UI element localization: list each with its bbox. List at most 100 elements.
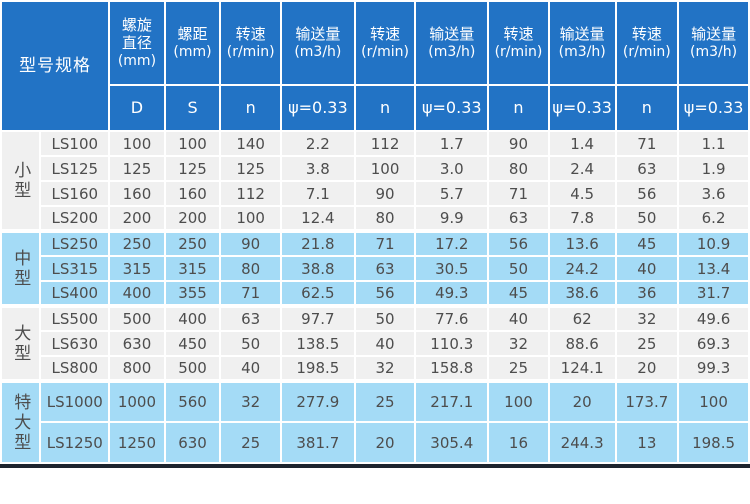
value-cell-speed-4: 71: [614, 130, 680, 157]
column-title: 转速: [370, 24, 401, 43]
table-row: 特大型 LS1000 1000 560 32 277.9 25 217.1 100 20 173.7…: [0, 379, 750, 464]
column-title-line2: 直径: [121, 34, 152, 53]
value-cell-capacity-4: 1.1: [677, 130, 750, 157]
value-cell-screw-diameter: 315: [108, 255, 166, 282]
value-cell-speed-4: 63: [614, 155, 680, 182]
value-cell-speed-2: 80: [353, 205, 417, 232]
column-title: 转速: [631, 24, 662, 43]
value-cell-capacity-1: 277.9: [279, 379, 356, 423]
value-cell-screw-diameter: 160: [108, 180, 166, 207]
column-header-capacity-4: 输送量 (m3/h): [677, 0, 750, 86]
value-cell-pitch: 200: [163, 205, 222, 232]
value-cell-speed-2: 56: [353, 280, 417, 307]
table-row: LS315 315 315 80 38.8 63 30.5 50 24.2 40 13.4: [1, 255, 750, 282]
symbol-header-pitch: S: [163, 84, 222, 132]
model-cell: LS400: [39, 280, 111, 307]
value-cell-capacity-2: 1.7: [414, 130, 490, 157]
model-cell: LS800: [39, 355, 111, 382]
table-row: LS200 200 200 100 12.4 80 9.9 63 7.8 50 6.2: [1, 205, 750, 232]
group-label: 特大型: [0, 379, 42, 464]
value-cell-speed-2: 71: [353, 229, 417, 257]
value-cell-speed-1: 71: [219, 280, 282, 307]
column-header-capacity-3: 输送量 (m3/h): [547, 0, 617, 86]
value-cell-capacity-2: 17.2: [414, 229, 490, 257]
table-row: LS630 630 450 50 138.5 40 110.3 32 88.6 25 69.3: [1, 330, 750, 357]
column-unit: (m3/h): [558, 43, 606, 60]
value-cell-speed-3: 80: [487, 155, 550, 182]
column-header-speed-4: 转速 (r/min): [614, 0, 680, 86]
value-cell-speed-2: 112: [353, 130, 417, 157]
model-cell: LS1250: [39, 421, 111, 464]
value-cell-pitch: 500: [163, 355, 222, 382]
value-cell-speed-4: 36: [614, 280, 680, 307]
value-cell-speed-3: 56: [487, 229, 550, 257]
value-cell-capacity-4: 6.2: [677, 205, 750, 232]
value-cell-pitch: 250: [163, 229, 222, 257]
value-cell-capacity-1: 97.7: [279, 304, 356, 332]
value-cell-capacity-2: 30.5: [414, 255, 490, 282]
value-cell-speed-3: 32: [487, 330, 550, 357]
model-cell: LS500: [39, 304, 111, 332]
column-unit: (m3/h): [294, 43, 342, 60]
column-header-speed-3: 转速 (r/min): [487, 0, 550, 86]
value-cell-capacity-4: 13.4: [677, 255, 750, 282]
value-cell-capacity-4: 1.9: [677, 155, 750, 182]
value-cell-screw-diameter: 800: [108, 355, 166, 382]
value-cell-pitch: 100: [163, 130, 222, 157]
value-cell-speed-2: 50: [353, 304, 417, 332]
bottom-divider: [0, 464, 750, 468]
value-cell-speed-4: 45: [614, 229, 680, 257]
value-cell-screw-diameter: 1250: [108, 421, 166, 464]
value-cell-capacity-1: 198.5: [279, 355, 356, 382]
group-label: 小型: [0, 130, 42, 232]
value-cell-capacity-2: 158.8: [414, 355, 490, 382]
value-cell-speed-1: 50: [219, 330, 282, 357]
value-cell-screw-diameter: 630: [108, 330, 166, 357]
value-cell-speed-1: 25: [219, 421, 282, 464]
value-cell-capacity-4: 69.3: [677, 330, 750, 357]
value-cell-capacity-1: 12.4: [279, 205, 356, 232]
value-cell-pitch: 450: [163, 330, 222, 357]
value-cell-speed-1: 40: [219, 355, 282, 382]
column-title: 输送量: [559, 24, 605, 43]
value-cell-capacity-1: 381.7: [279, 421, 356, 464]
group-label: 中型: [0, 229, 42, 307]
model-cell: LS200: [39, 205, 111, 232]
value-cell-pitch: 125: [163, 155, 222, 182]
value-cell-screw-diameter: 250: [108, 229, 166, 257]
value-cell-speed-3: 16: [487, 421, 550, 464]
value-cell-capacity-3: 244.3: [547, 421, 617, 464]
column-header-screw-diameter: 螺旋 直径 (mm): [108, 0, 166, 86]
value-cell-capacity-4: 198.5: [677, 421, 750, 464]
value-cell-capacity-2: 77.6: [414, 304, 490, 332]
value-cell-speed-1: 140: [219, 130, 282, 157]
value-cell-speed-3: 45: [487, 280, 550, 307]
value-cell-capacity-1: 2.2: [279, 130, 356, 157]
table-row: LS400 400 355 71 62.5 56 49.3 45 38.6 36 31.7: [1, 280, 750, 307]
column-title: 输送量: [295, 24, 341, 43]
value-cell-capacity-3: 2.4: [547, 155, 617, 182]
value-cell-capacity-4: 31.7: [677, 280, 750, 307]
symbol-header-capacity-2: ψ=0.33: [414, 84, 490, 132]
value-cell-screw-diameter: 1000: [108, 379, 166, 423]
value-cell-capacity-2: 5.7: [414, 180, 490, 207]
table-header: 型号规格 螺旋 直径 (mm) 螺距 (mm) 转速 (r/min) 输送量 (m3/h) 转速 (r…: [0, 0, 750, 132]
value-cell-speed-3: 100: [487, 379, 550, 423]
column-title: 螺距: [177, 24, 208, 43]
column-header-pitch: 螺距 (mm): [163, 0, 222, 86]
value-cell-capacity-2: 305.4: [414, 421, 490, 464]
column-unit: (mm): [173, 43, 212, 60]
symbol-header-capacity-4: ψ=0.33: [677, 84, 750, 132]
column-title: 输送量: [691, 24, 737, 43]
symbol-header-speed-1: n: [219, 84, 282, 132]
column-title: 螺旋: [121, 15, 152, 34]
value-cell-speed-2: 63: [353, 255, 417, 282]
value-cell-pitch: 315: [163, 255, 222, 282]
table-row: LS1250 1250 630 25 381.7 20 305.4 16 244.3 13 198.…: [1, 421, 750, 464]
group-label: 大型: [0, 304, 42, 382]
column-title: 转速: [503, 24, 534, 43]
value-cell-capacity-4: 100: [677, 379, 750, 423]
value-cell-capacity-3: 124.1: [547, 355, 617, 382]
table-row: 小型 LS100 100 100 140 2.2 112 1.7 90 1.4 71 1.1: [0, 130, 750, 232]
model-cell: LS630: [39, 330, 111, 357]
